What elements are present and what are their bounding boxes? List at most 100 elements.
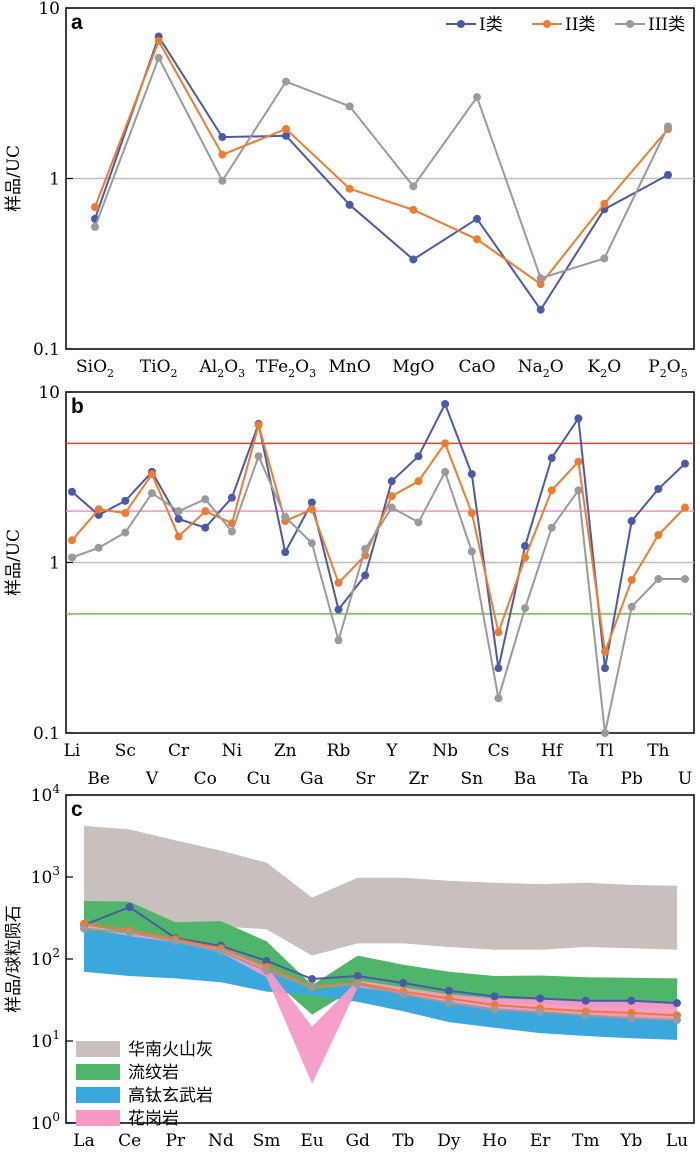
data-point-class3 bbox=[654, 575, 663, 584]
y-tick-label: 1 bbox=[49, 170, 60, 190]
series-line-class1 bbox=[94, 34, 669, 312]
data-point-class3 bbox=[171, 937, 180, 946]
data-point-class1 bbox=[673, 999, 681, 1008]
band-granite bbox=[84, 925, 677, 1084]
x-tick-label: Er bbox=[530, 1131, 551, 1151]
data-point-class3 bbox=[361, 544, 370, 553]
data-point-class2 bbox=[414, 477, 423, 486]
x-tick-label: Yb bbox=[619, 1131, 642, 1151]
data-point-class1 bbox=[441, 400, 450, 409]
legend-label: 花岗岩 bbox=[128, 1109, 179, 1129]
data-point-class1 bbox=[282, 131, 290, 140]
data-point-class2 bbox=[121, 509, 130, 518]
x-tick-label: Sc bbox=[115, 741, 136, 761]
data-point-class2 bbox=[627, 575, 636, 584]
data-point-class3 bbox=[68, 553, 76, 562]
x-tick-label: Ta bbox=[568, 769, 588, 789]
data-point-class3 bbox=[494, 694, 503, 703]
data-point-class3 bbox=[673, 1016, 681, 1025]
data-point-class1 bbox=[574, 414, 583, 423]
data-point-class1 bbox=[627, 517, 636, 526]
x-tick-label: Tl bbox=[597, 741, 614, 761]
data-point-class3 bbox=[345, 102, 354, 111]
legend-swatch bbox=[76, 1087, 120, 1103]
x-tick-label: TFe2O3 bbox=[256, 357, 316, 380]
series-line-class3 bbox=[83, 927, 678, 1022]
data-point-class3 bbox=[664, 122, 672, 131]
data-point-class1 bbox=[361, 571, 370, 580]
data-point-class1 bbox=[345, 200, 354, 209]
series-line-class2 bbox=[71, 421, 686, 653]
x-tick-label: Rb bbox=[327, 741, 351, 761]
data-point-class2 bbox=[387, 492, 396, 501]
data-point-class3 bbox=[521, 604, 530, 613]
data-point-class3 bbox=[216, 947, 225, 956]
data-point-class2 bbox=[441, 439, 450, 448]
x-tick-label: SiO2 bbox=[76, 357, 114, 380]
data-point-class1 bbox=[281, 548, 290, 557]
y-tick-label: 104 bbox=[31, 782, 61, 806]
x-tick-label: K2O bbox=[588, 357, 622, 380]
data-point-class2 bbox=[681, 503, 689, 512]
data-point-class3 bbox=[409, 182, 418, 191]
y-axis-label: 样品/球粒陨石 bbox=[4, 905, 24, 1013]
data-point-class2 bbox=[345, 184, 354, 193]
data-point-class1 bbox=[121, 496, 130, 505]
legend-marker bbox=[457, 20, 465, 28]
panel-a: 0.1 1 10 样品/UC a SiO2 TiO2 Al2O3 TFe2O3 MnO MgO CaO… bbox=[4, 0, 695, 380]
x-tick-label: Eu bbox=[300, 1131, 323, 1151]
data-point-class1 bbox=[308, 975, 317, 984]
x-tick-label: La bbox=[73, 1131, 94, 1151]
legend-marker bbox=[626, 20, 634, 28]
data-point-class2 bbox=[547, 486, 556, 495]
data-point-class1 bbox=[353, 972, 362, 981]
panel-label: c bbox=[71, 798, 83, 821]
data-point-class2 bbox=[334, 578, 343, 587]
x-tick-label: Nb bbox=[432, 741, 458, 761]
data-point-class2 bbox=[147, 470, 156, 479]
legend-label: 流纹岩 bbox=[128, 1063, 179, 1083]
x-tick-label: Pb bbox=[621, 769, 643, 789]
data-point-class3 bbox=[574, 486, 583, 495]
data-point-class3 bbox=[387, 503, 396, 512]
x-tick-label: CaO bbox=[458, 357, 495, 377]
x-tick-label: Ga bbox=[300, 769, 324, 789]
data-point-class1 bbox=[125, 903, 134, 912]
series-line-class1 bbox=[83, 905, 678, 1005]
x-tick-label: Sm bbox=[253, 1131, 281, 1151]
x-tick-label: Li bbox=[64, 741, 81, 761]
y-tick-label: 10 bbox=[38, 0, 60, 19]
data-point-class3 bbox=[399, 990, 408, 999]
band-volcanic_ash bbox=[84, 825, 677, 956]
data-point-class2 bbox=[536, 280, 545, 289]
data-point-class1 bbox=[334, 605, 343, 614]
data-point-class1 bbox=[68, 487, 76, 496]
data-point-class1 bbox=[218, 133, 227, 142]
y-tick-label: 0.1 bbox=[33, 340, 60, 360]
legend: I类 II类 III类 bbox=[446, 15, 685, 35]
data-point-class2 bbox=[68, 536, 76, 545]
series-line-class2 bbox=[94, 38, 669, 286]
x-tick-label: V bbox=[145, 769, 159, 789]
data-point-class1 bbox=[473, 214, 481, 223]
x-tick-label: Be bbox=[87, 769, 110, 789]
legend-swatch bbox=[76, 1064, 120, 1080]
x-tick-label: Sr bbox=[355, 769, 376, 789]
data-point-class3 bbox=[627, 602, 636, 611]
panel-c: 100 101 102 103 104 样品/球粒陨石 c La Ce Pr Nd Sm Eu Gd Tb D… bbox=[4, 782, 695, 1151]
x-tick-label: Ho bbox=[482, 1131, 507, 1151]
data-point-class1 bbox=[494, 664, 503, 673]
data-point-class1 bbox=[307, 498, 316, 507]
y-tick-label: 10 bbox=[38, 383, 60, 403]
data-point-class2 bbox=[521, 553, 530, 562]
y-axis-label: 样品/UC bbox=[4, 145, 24, 212]
x-tick-label: Ni bbox=[222, 741, 243, 761]
panel-label: b bbox=[71, 395, 84, 418]
series-line-class3 bbox=[71, 453, 685, 734]
data-point-class2 bbox=[654, 530, 663, 539]
data-point-class1 bbox=[664, 170, 672, 179]
data-point-class1 bbox=[387, 477, 396, 486]
x-tick-label: Tb bbox=[392, 1131, 414, 1151]
